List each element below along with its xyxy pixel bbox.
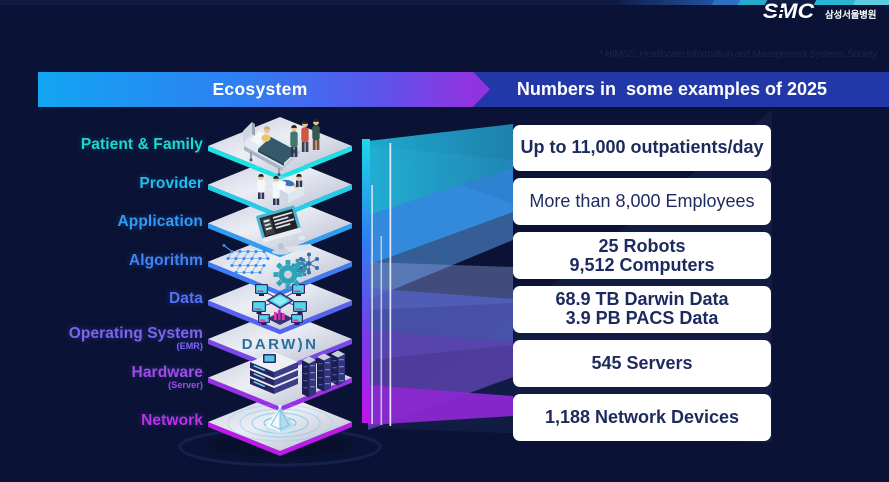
svg-text:DARW)N: DARW)N	[242, 336, 319, 353]
